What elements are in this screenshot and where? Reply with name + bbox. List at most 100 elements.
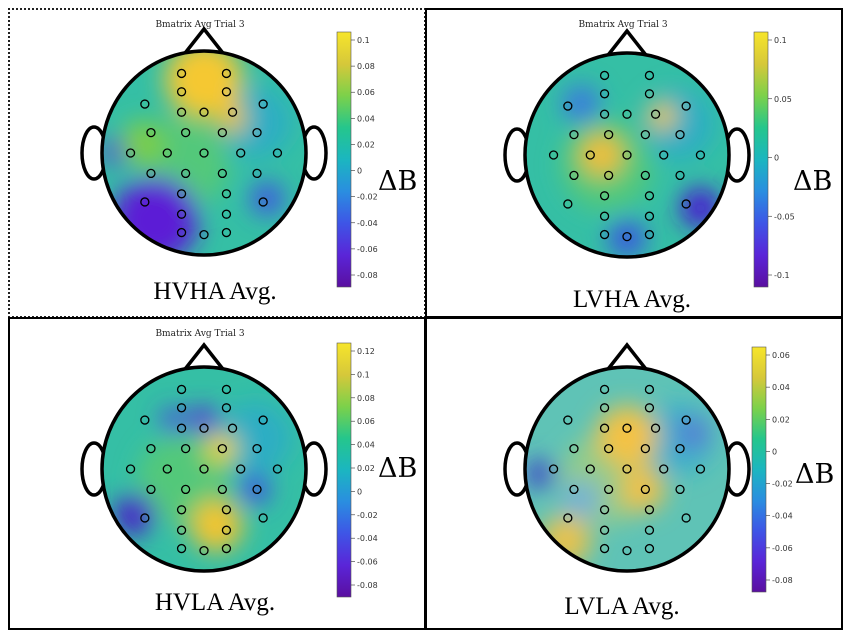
- electrode: [217, 127, 228, 138]
- electrode: [622, 423, 632, 433]
- electrode: [603, 443, 614, 454]
- electrode: [548, 150, 559, 160]
- colorbar-tick-label: 0.06: [357, 88, 375, 97]
- scalp-map: [525, 53, 729, 257]
- colorbar-tick-label: 0: [357, 167, 362, 176]
- caption-lvla: LVLA Avg.: [564, 593, 680, 620]
- electrode: [675, 129, 685, 140]
- electrode: [125, 464, 136, 474]
- colorbar: [336, 31, 352, 288]
- electrode: [252, 484, 262, 495]
- electrode: [221, 505, 232, 515]
- electrode: [622, 545, 632, 556]
- electrode: [659, 464, 669, 474]
- head-outline: [523, 365, 731, 573]
- electrode: [199, 423, 209, 433]
- electrode: [221, 384, 232, 395]
- electrode: [180, 127, 191, 138]
- electrode: [176, 384, 187, 395]
- electrode: [140, 513, 150, 523]
- electrode: [681, 513, 691, 523]
- electrode: [221, 543, 232, 554]
- scalp-map: [102, 367, 306, 571]
- head-outline: [523, 51, 731, 259]
- colorbar-tick-label: -0.06: [357, 245, 378, 254]
- electrode: [644, 211, 655, 221]
- electrode: [563, 513, 573, 523]
- electrode: [180, 443, 191, 454]
- electrode: [644, 191, 655, 201]
- electrode: [599, 543, 610, 554]
- electrode: [227, 107, 238, 117]
- electrode: [221, 189, 232, 199]
- electrode: [227, 423, 238, 433]
- colorbar-tick-label: -0.04: [357, 219, 378, 228]
- electrode: [599, 109, 610, 119]
- colorbar-tick-label: 0.08: [357, 394, 375, 403]
- electrode: [176, 525, 187, 535]
- colorbar-tick-label: -0.04: [357, 534, 378, 543]
- electrode: [125, 148, 136, 158]
- electrode: [695, 464, 706, 474]
- colorbar-tick-label: -0.02: [357, 193, 378, 202]
- colorbar-tick-label: 0.05: [774, 95, 792, 104]
- electrode: [258, 99, 268, 109]
- colorbar-tick-label: -0.06: [357, 558, 378, 567]
- electrode: [176, 189, 187, 199]
- electrode: [563, 101, 573, 111]
- electrode: [140, 415, 150, 425]
- electrode: [599, 423, 610, 433]
- electrode: [272, 148, 283, 158]
- colorbar-label: ΔB: [378, 453, 418, 484]
- colorbar-tick-label: -0.04: [772, 512, 793, 521]
- panel-lvla: 0.06 0.04 0.02 0 -0.02 -0.04 -0.06 -0.08 LVLA A…: [425, 317, 843, 630]
- colorbar-tick-label: 0.1: [357, 36, 370, 45]
- electrode: [199, 107, 209, 117]
- electrode: [599, 384, 610, 395]
- colorbar-tick-label: 0.06: [772, 351, 790, 360]
- electrode: [140, 197, 150, 207]
- electrode: [217, 443, 228, 454]
- electrode: [176, 505, 187, 515]
- scalp-map: [102, 51, 306, 255]
- electrode: [258, 415, 268, 425]
- electrode: [176, 68, 187, 79]
- electrode: [603, 129, 614, 140]
- electrode: [162, 464, 172, 474]
- electrode: [146, 168, 156, 179]
- panel-hvla: 0.12 0.1 0.08 0.06 0.04 0.02 0 -0.02 -0.04 -0.06 -…: [8, 317, 426, 630]
- electrode: [199, 545, 209, 556]
- electrode: [199, 464, 209, 474]
- electrode: [221, 227, 232, 238]
- electrode: [221, 209, 232, 219]
- electrode: [599, 70, 610, 81]
- colorbar-tick-label: 0.04: [357, 441, 375, 450]
- electrode: [258, 197, 268, 207]
- electrode: [563, 415, 573, 425]
- caption-lvha: LVHA Avg.: [572, 286, 692, 313]
- electrode: [599, 505, 610, 515]
- colorbar-tick-label: -0.08: [772, 576, 793, 585]
- electrode: [599, 525, 610, 535]
- colorbar-tick-label: -0.02: [357, 511, 378, 520]
- nose: [180, 342, 228, 375]
- topoplot-hvla: 0.12 0.1 0.08 0.06 0.04 0.02 0 -0.02 -0.04 -0.06 -…: [80, 342, 378, 598]
- electrode: [272, 464, 283, 474]
- topoplot-lvha: 0.1 0.05 0 -0.05 -0.1: [503, 28, 795, 288]
- nose: [180, 26, 228, 59]
- electrode: [675, 443, 685, 454]
- colorbar: [336, 342, 352, 598]
- caption-hvla: HVLA Avg.: [154, 589, 276, 616]
- colorbar-label: ΔB: [378, 166, 418, 197]
- electrode: [221, 525, 232, 535]
- electrode: [252, 443, 262, 454]
- panel-lvha: 0.1 0.05 0 -0.05 -0.1 Bmatrix Avg Trial 3 LV…: [425, 8, 843, 318]
- electrode: [563, 199, 573, 209]
- electrode: [599, 191, 610, 201]
- colorbar-tick-label: 0: [774, 154, 779, 163]
- electrode: [622, 464, 632, 474]
- topoplot-hvha: 0.1 0.08 0.06 0.04 0.02 0 -0.02 -0.04 -0.06 -0.08: [80, 26, 378, 288]
- electrode: [176, 209, 187, 219]
- electrode: [217, 168, 228, 179]
- electrode: [681, 415, 691, 425]
